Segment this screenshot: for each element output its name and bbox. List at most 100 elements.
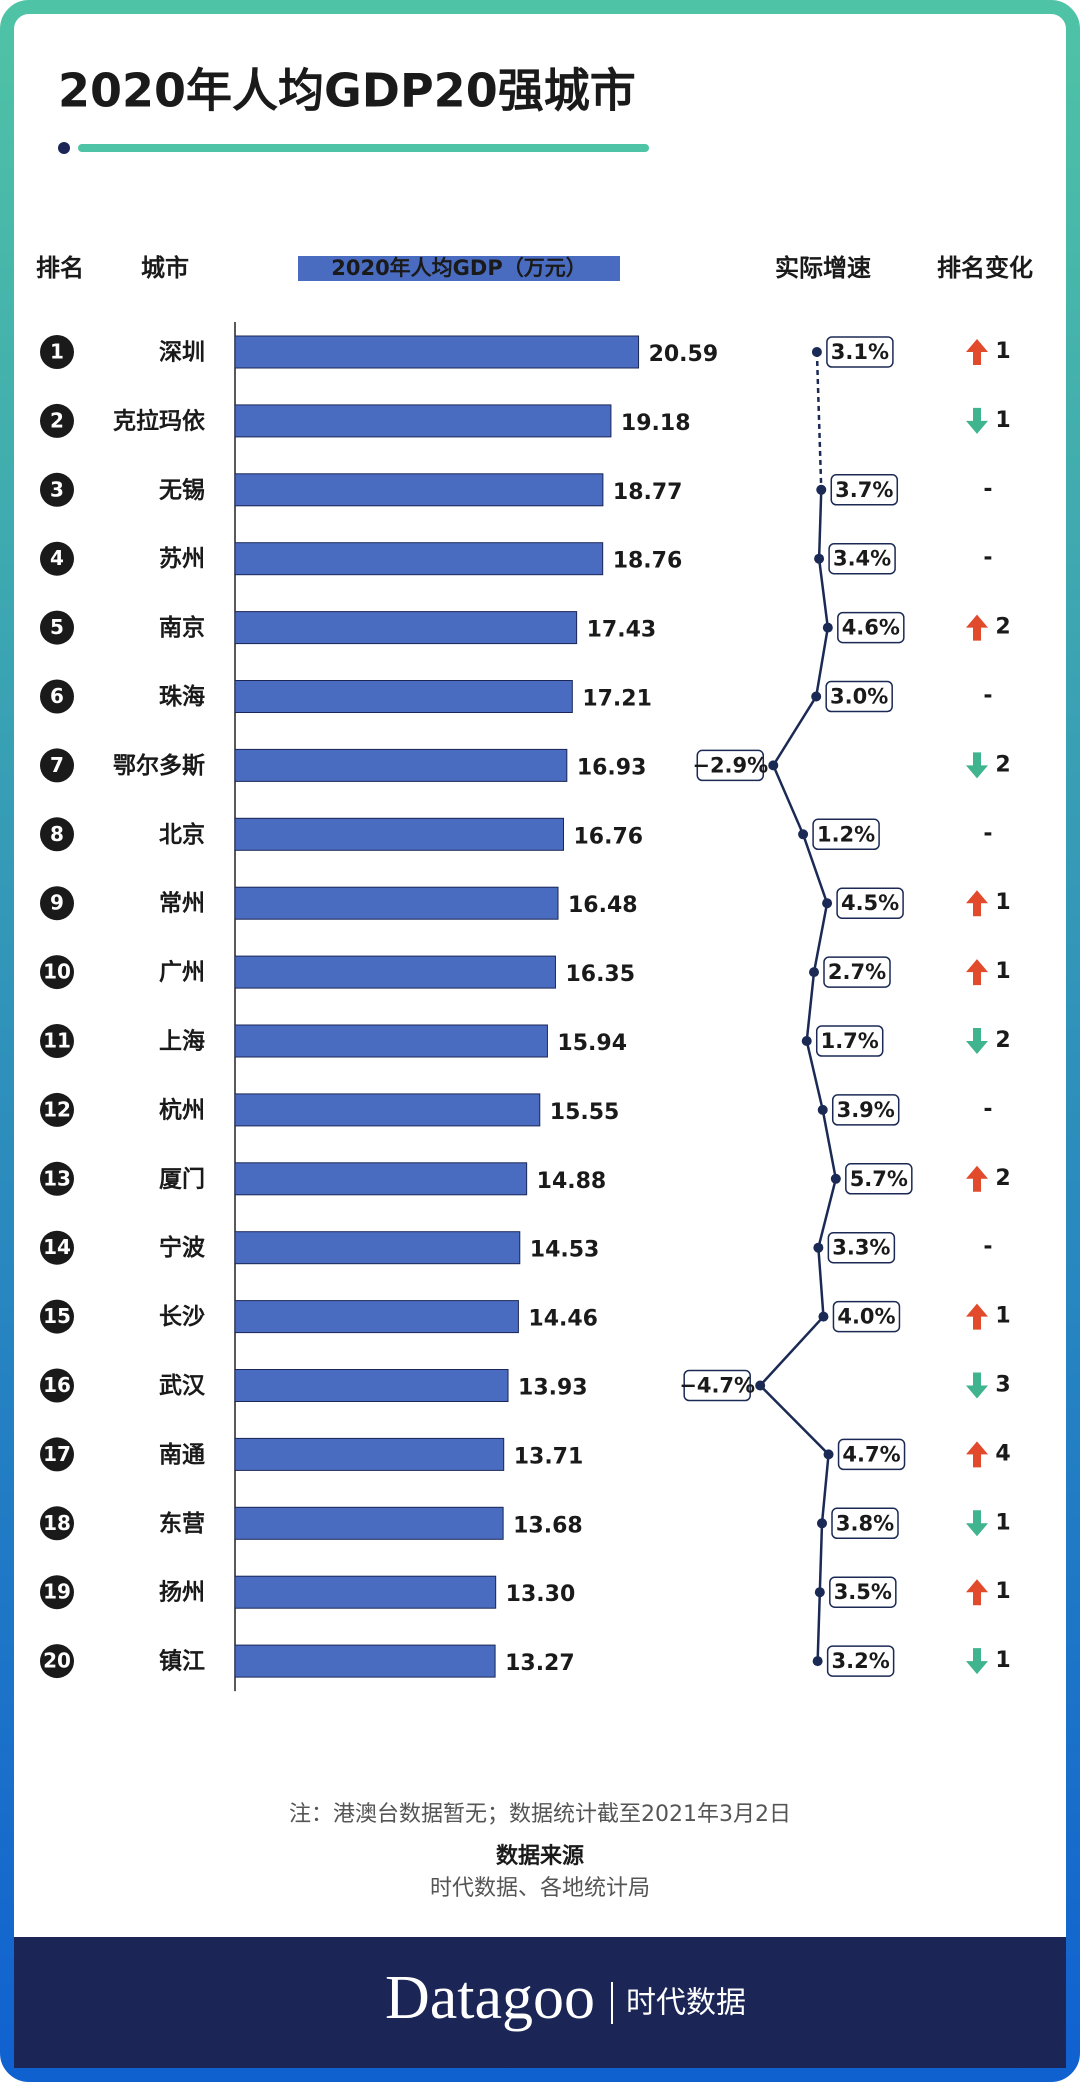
header-change: 排名变化 [937, 254, 1033, 282]
growth-label-box [826, 336, 894, 368]
bar [234, 335, 640, 369]
growth-point [817, 1104, 828, 1115]
bar-value-label: 20.59 [649, 342, 719, 367]
growth-label-box [837, 611, 905, 644]
header-growth: 实际增速 [775, 254, 871, 282]
growth-label: 2.7% [828, 960, 886, 984]
rank-change-label: 1 [995, 959, 1010, 984]
bar-value-label: 16.35 [565, 962, 635, 987]
rank-badge [40, 748, 74, 783]
bar [234, 817, 564, 851]
city-label: 北京 [159, 821, 205, 848]
rank-change-label: 1 [995, 1510, 1010, 1535]
bar [234, 955, 556, 989]
growth-point [811, 691, 822, 702]
rank-change-label: 2 [995, 752, 1010, 777]
growth-label-box [837, 1438, 906, 1471]
rank-badge [40, 610, 74, 645]
growth-point [814, 1587, 825, 1598]
growth-point [823, 1449, 834, 1460]
arrow-up [966, 1579, 988, 1606]
growth-label: 1.2% [817, 822, 875, 846]
growth-label: 4.6% [842, 616, 900, 640]
growth-label-box [696, 749, 765, 782]
rank-badge [40, 1092, 74, 1127]
arrow-down [966, 1372, 988, 1399]
arrow-down [966, 752, 988, 779]
bar-value-label: 13.93 [518, 1376, 588, 1401]
growth-point [822, 622, 833, 633]
bar-value-label: 14.88 [537, 1169, 607, 1194]
bar-value-label: 13.30 [506, 1582, 576, 1607]
growth-label: 4.5% [841, 891, 899, 915]
growth-label: 3.2% [832, 1649, 890, 1673]
bar [234, 1024, 548, 1058]
source-title: 数据来源 [496, 1843, 584, 1869]
bar-value-label: 15.94 [557, 1031, 627, 1056]
rank-number: 5 [50, 615, 64, 639]
rank-change-label: 1 [995, 890, 1010, 915]
bar [234, 1093, 541, 1127]
rank-badge [40, 1299, 74, 1334]
rank-badge [40, 1437, 74, 1472]
arrow-down [966, 1648, 988, 1675]
rank-badge [40, 1644, 74, 1679]
rank-number: 17 [43, 1442, 71, 1466]
growth-label: −4.7% [679, 1374, 755, 1398]
rank-badge [40, 1368, 74, 1403]
bar [234, 1162, 528, 1196]
rank-number: 11 [43, 1029, 71, 1053]
rank-change-label: - [983, 1097, 992, 1122]
growth-label: 3.7% [835, 478, 893, 502]
city-label: 克拉玛依 [113, 407, 206, 434]
growth-label: 3.5% [834, 1580, 892, 1604]
growth-label-box [815, 1025, 884, 1057]
header-highlight [298, 256, 620, 281]
growth-point [768, 760, 779, 771]
city-label: 南京 [159, 614, 205, 641]
growth-label-box [683, 1369, 751, 1402]
rank-change-label: - [983, 821, 992, 846]
growth-point [817, 1518, 827, 1529]
arrow-up [966, 1441, 988, 1468]
bar-value-label: 18.76 [613, 549, 683, 574]
arrow-up [966, 614, 988, 641]
growth-label-box [829, 1576, 897, 1608]
bar-value-label: 13.27 [505, 1651, 575, 1676]
city-label: 鄂尔多斯 [113, 752, 205, 779]
city-label: 杭州 [159, 1096, 205, 1123]
city-label: 苏州 [159, 546, 205, 572]
bar-value-label: 16.93 [577, 755, 647, 780]
growth-point [755, 1380, 766, 1391]
rank-change-label: 2 [995, 615, 1010, 640]
rank-badge [40, 817, 74, 852]
growth-point [798, 829, 809, 840]
header-rank: 排名 [36, 254, 84, 282]
note: 注：港澳台数据暂无；数据统计截至2021年3月2日 [289, 1802, 791, 1827]
rank-change-label: - [983, 1235, 992, 1260]
arrow-up [966, 339, 988, 365]
growth-label: 1.7% [821, 1029, 879, 1053]
bar [234, 404, 612, 438]
rank-number: 10 [43, 960, 71, 984]
city-label: 上海 [159, 1028, 205, 1055]
city-label: 深圳 [159, 340, 205, 366]
bar-value-label: 16.48 [568, 893, 638, 918]
growth-label: 4.0% [837, 1305, 895, 1329]
rank-number: 3 [50, 477, 64, 501]
bar [234, 886, 559, 920]
city-label: 珠海 [159, 683, 205, 710]
city-label: 常州 [159, 891, 205, 917]
source: 时代数据、各地统计局 [430, 1876, 650, 1901]
growth-label-box [831, 1094, 900, 1126]
bar-value-label: 14.53 [530, 1238, 600, 1263]
rank-change-label: 2 [995, 1028, 1010, 1053]
rank-number: 9 [50, 891, 64, 915]
rank-change-label: 1 [995, 339, 1010, 364]
growth-label-box [831, 1507, 899, 1540]
rank-change-label: 1 [995, 408, 1010, 433]
rank-change-label: 3 [995, 1373, 1010, 1398]
growth-label-box [832, 1300, 901, 1333]
growth-label: 3.1% [831, 340, 889, 364]
arrow-up [966, 959, 988, 986]
